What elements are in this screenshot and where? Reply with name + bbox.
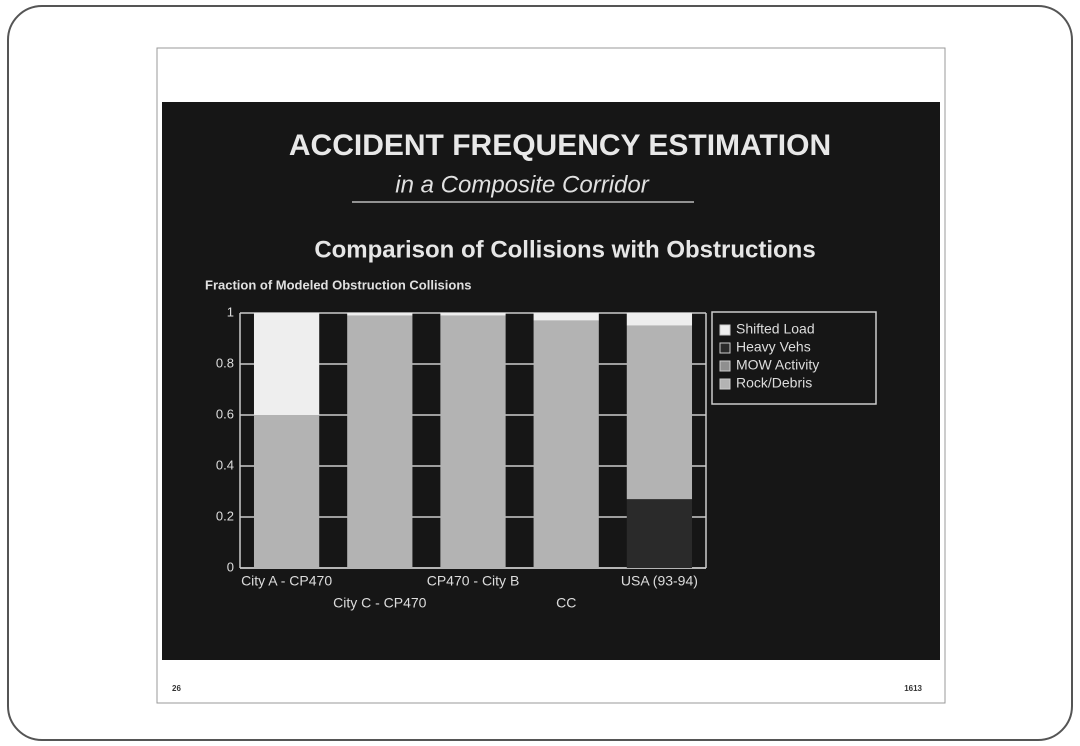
y-tick-label: 0.6 — [216, 406, 234, 421]
legend-swatch — [719, 360, 731, 372]
x-tick-label: USA (93-94) — [621, 573, 698, 589]
y-axis-label: Fraction of Modeled Obstruction Collisio… — [205, 277, 472, 292]
y-tick-label: 0.2 — [216, 508, 234, 523]
x-tick-label: City A - CP470 — [241, 573, 332, 589]
legend-swatch — [719, 324, 731, 336]
slide-title: ACCIDENT FREQUENCY ESTIMATION — [289, 129, 831, 162]
y-tick-label: 0.4 — [216, 457, 234, 472]
legend-swatch — [719, 342, 731, 354]
bar-segment — [440, 315, 506, 568]
bar-segment — [253, 313, 320, 415]
bar-segment — [253, 415, 320, 568]
legend-box — [711, 311, 877, 405]
page-number: 26 — [172, 684, 181, 693]
y-tick-label: 0 — [227, 559, 234, 574]
y-tick-label: 1 — [227, 304, 234, 319]
y-tick-label: 0.8 — [216, 355, 234, 370]
bar-segment — [533, 313, 599, 321]
bar-segment — [626, 313, 693, 326]
bar-segment — [347, 313, 413, 316]
legend-label: Shifted Load — [736, 321, 815, 337]
chart-title: Comparison of Collisions with Obstructio… — [314, 236, 815, 263]
legend-swatch — [719, 378, 731, 390]
bar-segment — [626, 499, 693, 568]
x-tick-label: CC — [556, 595, 576, 611]
legend-label: Heavy Vehs — [736, 339, 811, 355]
document-number: 1613 — [904, 684, 922, 693]
bar-segment — [533, 320, 599, 568]
x-tick-label: City C - CP470 — [333, 595, 427, 611]
legend-label: Rock/Debris — [736, 375, 812, 391]
x-tick-label: CP470 - City B — [427, 573, 520, 589]
slide-subtitle: in a Composite Corridor — [395, 171, 649, 198]
legend-label: MOW Activity — [736, 357, 819, 373]
bar-segment — [440, 313, 506, 316]
bar-segment — [626, 325, 693, 500]
bar-segment — [347, 315, 413, 568]
